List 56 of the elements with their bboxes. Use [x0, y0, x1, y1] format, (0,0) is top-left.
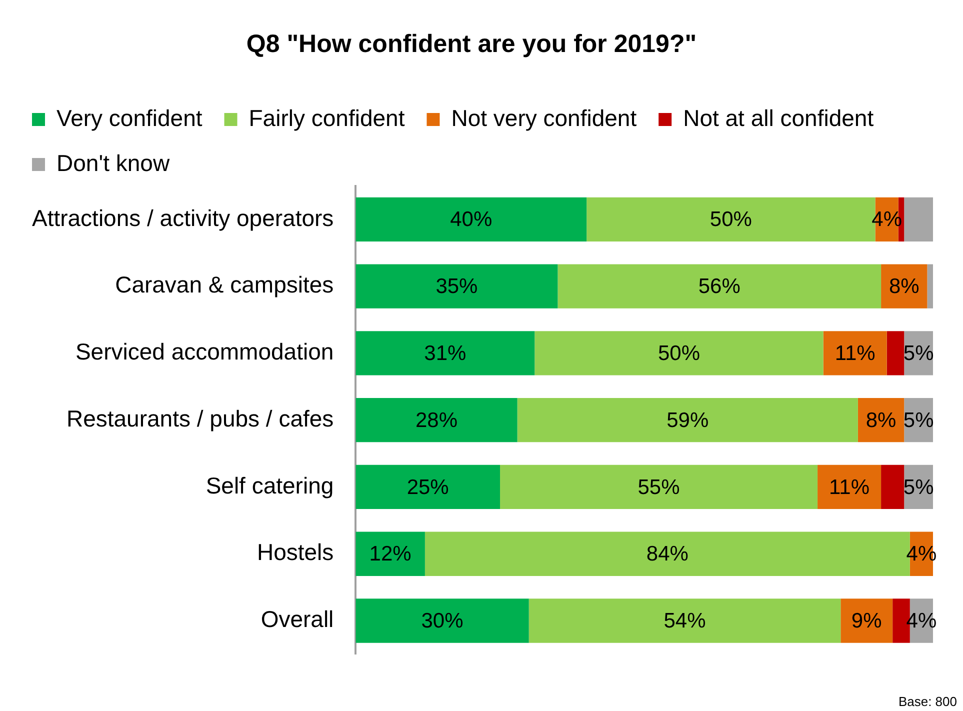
data-label: 5% — [903, 408, 934, 432]
y-tick-label: Attractions / activity operators — [32, 204, 334, 231]
data-label: 54% — [664, 610, 706, 633]
legend-label: Not at all confident — [683, 104, 874, 131]
bar — [818, 464, 882, 510]
bar — [886, 331, 904, 376]
data-label: 8% — [888, 275, 920, 298]
bar — [881, 464, 904, 510]
bar — [558, 264, 882, 308]
bar — [840, 598, 893, 643]
data-label: 8% — [866, 408, 896, 432]
data-label: 35% — [436, 275, 478, 298]
data-label: 84% — [646, 542, 688, 566]
bar — [356, 264, 558, 308]
y-tick-label: Restaurants / pubs / cafes — [66, 405, 334, 432]
bar — [904, 197, 933, 242]
data-label: 31% — [424, 342, 466, 366]
data-label: 11% — [829, 476, 870, 499]
bar — [356, 464, 500, 510]
y-tick-label: Hostels — [256, 539, 334, 566]
data-label: 12% — [369, 542, 412, 566]
bar — [356, 532, 425, 576]
data-label: 5% — [903, 342, 934, 366]
bar — [517, 398, 858, 442]
data-label: 50% — [658, 342, 700, 366]
bar — [823, 331, 887, 376]
y-tick-label: Overall — [260, 606, 334, 632]
bar — [356, 331, 535, 376]
chart-title: Q8 "How confident are you for 2019?" — [246, 30, 697, 58]
y-tick-label: Serviced accommodation — [75, 338, 334, 365]
data-label: 28% — [415, 408, 458, 432]
data-label: 55% — [638, 476, 680, 499]
bar — [534, 331, 824, 376]
data-label: 9% — [851, 610, 882, 633]
data-label: 11% — [834, 342, 876, 366]
y-tick-label: Self catering — [206, 472, 334, 498]
legend-label: Not very confident — [451, 104, 638, 131]
data-label: 5% — [903, 476, 934, 499]
data-label: 30% — [421, 610, 464, 633]
bar — [356, 598, 529, 643]
legend-label: Fairly confident — [248, 104, 406, 131]
data-label: 4% — [872, 208, 902, 232]
bar — [356, 197, 587, 242]
data-label: 56% — [698, 275, 740, 298]
data-label: 59% — [666, 408, 709, 432]
legend-label: Very confident — [56, 104, 203, 131]
bar — [927, 264, 933, 308]
bar — [500, 464, 818, 510]
bar — [356, 398, 518, 442]
text: Base: 800 — [898, 694, 957, 709]
data-label: 25% — [406, 476, 449, 499]
data-label: 50% — [710, 208, 752, 232]
y-tick-label: Caravan & campsites — [115, 272, 334, 298]
data-label: 40% — [450, 208, 492, 232]
bar — [528, 598, 841, 643]
legend-label: Don't know — [56, 150, 170, 176]
